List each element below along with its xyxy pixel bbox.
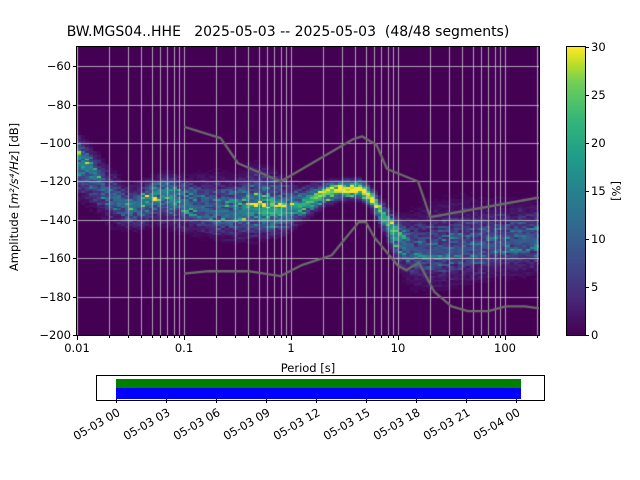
- timeline-tick-mark: [116, 399, 117, 403]
- x-tick-label: 1: [287, 341, 295, 355]
- x-tick-mark: [398, 335, 399, 340]
- y-axis-label-math: m²/s⁴/Hz: [7, 155, 21, 205]
- x-tick-mark: [291, 335, 292, 340]
- y-tick-mark: [73, 335, 77, 336]
- y-tick-mark: [73, 143, 77, 144]
- x-minor-tick-mark: [274, 335, 275, 338]
- x-minor-tick-mark: [259, 335, 260, 338]
- x-minor-tick-mark: [160, 335, 161, 338]
- x-tick-label: 0.01: [64, 341, 90, 355]
- y-tick-label: −180: [39, 290, 71, 304]
- colorbar-tick-mark: [586, 287, 589, 288]
- x-minor-tick-mark: [374, 335, 375, 338]
- x-minor-tick-mark: [355, 335, 356, 338]
- timeline-tick-mark: [516, 399, 517, 403]
- x-minor-tick-mark: [462, 335, 463, 338]
- x-minor-tick-mark: [235, 335, 236, 338]
- colorbar-tick-label: 25: [591, 88, 606, 102]
- y-tick-mark: [73, 258, 77, 259]
- x-minor-tick-mark: [481, 335, 482, 338]
- timeline-tick-mark: [366, 399, 367, 403]
- y-tick-label: −160: [39, 251, 71, 265]
- ppsd-heatmap-canvas: [77, 47, 539, 335]
- y-tick-mark: [73, 297, 77, 298]
- y-axis-label-prefix: Amplitude [: [7, 204, 21, 272]
- y-tick-label: −200: [39, 328, 71, 342]
- x-minor-tick-mark: [323, 335, 324, 338]
- colorbar-tick-label: 15: [591, 184, 606, 198]
- x-minor-tick-mark: [449, 335, 450, 338]
- x-minor-tick-mark: [488, 335, 489, 338]
- x-tick-label: 10: [390, 341, 406, 355]
- x-minor-tick-mark: [342, 335, 343, 338]
- x-minor-tick-mark: [430, 335, 431, 338]
- x-minor-tick-mark: [366, 335, 367, 338]
- x-minor-tick-mark: [141, 335, 142, 338]
- ppsd-plot-area: [76, 46, 540, 336]
- y-tick-mark: [73, 66, 77, 67]
- x-minor-tick-mark: [473, 335, 474, 338]
- x-minor-tick-mark: [537, 335, 538, 338]
- x-minor-tick-mark: [388, 335, 389, 338]
- y-axis-label-suffix: ] [dB]: [7, 122, 21, 156]
- timeline-tick-mark: [216, 399, 217, 403]
- colorbar-tick-label: 5: [591, 280, 599, 294]
- x-minor-tick-mark: [216, 335, 217, 338]
- colorbar-tick-label: 20: [591, 136, 606, 150]
- x-axis-label: Period [s]: [280, 361, 336, 375]
- colorbar-tick-mark: [586, 335, 589, 336]
- x-minor-tick-mark: [179, 335, 180, 338]
- colorbar-tick-mark: [586, 95, 589, 96]
- y-tick-mark: [73, 105, 77, 106]
- x-minor-tick-mark: [167, 335, 168, 338]
- x-minor-tick-mark: [286, 335, 287, 338]
- x-minor-tick-mark: [109, 335, 110, 338]
- figure-title: BW.MGS04..HHE 2025-05-03 -- 2025-05-03 (…: [66, 24, 510, 40]
- colorbar-tick-label: 0: [591, 328, 599, 342]
- timeline-tick-mark: [266, 399, 267, 403]
- y-tick-label: −100: [39, 136, 71, 150]
- colorbar-tick-mark: [586, 47, 589, 48]
- colorbar-tick-label: 10: [591, 232, 606, 246]
- y-tick-mark: [73, 220, 77, 221]
- x-tick-label: 100: [494, 341, 516, 355]
- x-tick-mark: [505, 335, 506, 340]
- x-minor-tick-mark: [381, 335, 382, 338]
- y-tick-label: −140: [39, 213, 71, 227]
- x-minor-tick-mark: [152, 335, 153, 338]
- x-minor-tick-mark: [281, 335, 282, 338]
- timeline-tick-mark: [416, 399, 417, 403]
- x-minor-tick-mark: [500, 335, 501, 338]
- timeline-tick-mark: [316, 399, 317, 403]
- x-tick-label: 0.1: [174, 341, 194, 355]
- timeline-extent-bar: [116, 388, 521, 399]
- colorbar-tick-mark: [586, 239, 589, 240]
- colorbar: [566, 46, 586, 336]
- colorbar-gradient: [567, 47, 585, 335]
- y-axis-label: Amplitude [m²/s⁴/Hz] [dB]: [7, 47, 27, 347]
- x-minor-tick-mark: [128, 335, 129, 338]
- x-minor-tick-mark: [174, 335, 175, 338]
- time-tick-label: 05-03 00: [70, 405, 123, 444]
- x-minor-tick-mark: [267, 335, 268, 338]
- timeline-tick-mark: [466, 399, 467, 403]
- timeline-box: [96, 375, 545, 401]
- x-minor-tick-mark: [495, 335, 496, 338]
- timeline-coverage-bar: [116, 379, 521, 388]
- colorbar-tick-mark: [586, 143, 589, 144]
- colorbar-tick-label: 30: [591, 40, 606, 54]
- colorbar-tick-mark: [586, 191, 589, 192]
- x-tick-mark: [77, 335, 78, 340]
- x-tick-mark: [184, 335, 185, 340]
- x-minor-tick-mark: [393, 335, 394, 338]
- y-tick-mark: [73, 181, 77, 182]
- x-minor-tick-mark: [248, 335, 249, 338]
- timeline-tick-mark: [166, 399, 167, 403]
- y-tick-label: −60: [46, 59, 71, 73]
- y-tick-label: −120: [39, 174, 71, 188]
- y-tick-label: −80: [46, 98, 71, 112]
